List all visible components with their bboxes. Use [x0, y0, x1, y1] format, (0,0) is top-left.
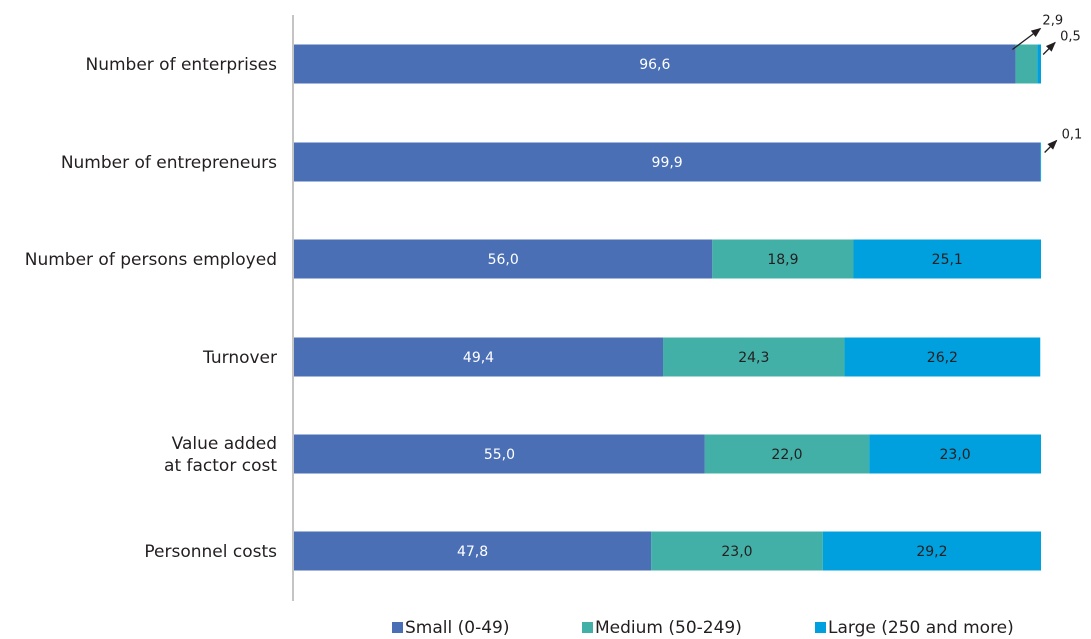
legend-swatch: [582, 622, 593, 633]
bar-value-label: 96,6: [639, 57, 670, 73]
category-label: Turnover: [202, 348, 277, 368]
bar-segment: [294, 239, 713, 279]
bar-segment: [663, 337, 845, 377]
callout-arrow: [1042, 41, 1056, 55]
bar-value-label: 29,2: [916, 544, 947, 560]
bar-value-label: 18,9: [767, 252, 798, 268]
bar-value-label: 47,8: [457, 544, 488, 560]
bar-value-label: 22,0: [771, 447, 802, 463]
category-label-line: Turnover: [202, 348, 277, 368]
callout-arrow: [1044, 139, 1058, 153]
legend-label: Small (0-49): [405, 618, 509, 638]
bar-segment: [651, 531, 823, 571]
bar-segment: [844, 337, 1041, 377]
category-label-line: Value added: [172, 434, 277, 454]
bar-value-label: 55,0: [484, 447, 515, 463]
bar-segment: [1040, 142, 1042, 182]
bar-value-label: 24,3: [738, 350, 769, 366]
bar-segment: [822, 531, 1041, 571]
bars-layer: [294, 44, 1042, 571]
bar-value-label: 23,0: [721, 544, 752, 560]
bar-segment: [294, 142, 1041, 182]
value-labels: 96,6 99,9 56,0 18,9 25,1 49,4 24,3 26,2 55,0 22,0…: [457, 57, 971, 560]
callout-arrow: [1012, 27, 1042, 51]
bar-value-label: 99,9: [652, 155, 683, 171]
category-label-line: Number of persons employed: [25, 250, 277, 270]
bar-segment: [294, 434, 705, 474]
callout-value-label: 0,1: [1062, 128, 1083, 143]
bar-value-label: 25,1: [932, 252, 963, 268]
category-label: Personnel costs: [144, 542, 277, 562]
legend-swatch: [392, 622, 403, 633]
bar-segment: [1037, 44, 1041, 84]
callout-value-label: 2,9: [1042, 14, 1063, 29]
category-labels: Number of enterprises Number of entrepren…: [25, 55, 278, 562]
small-value-callouts: 2,90,5 0,1: [1012, 14, 1082, 153]
bar-segment: [1015, 44, 1038, 84]
legend-label: Large (250 and more): [828, 618, 1014, 638]
category-label-line: Number of enterprises: [85, 55, 277, 75]
bar-segment: [704, 434, 870, 474]
bar-segment: [294, 531, 652, 571]
bar-segment: [294, 337, 664, 377]
bar-value-label: 26,2: [927, 350, 958, 366]
bar-value-label: 23,0: [940, 447, 971, 463]
legend: Small (0-49) Medium (50-249) Large (250 an…: [392, 618, 1014, 638]
legend-swatch: [815, 622, 826, 633]
category-label: Number of entrepreneurs: [61, 153, 277, 173]
category-label-line: Number of entrepreneurs: [61, 153, 277, 173]
bar-segment: [712, 239, 854, 279]
bar-value-label: 56,0: [488, 252, 519, 268]
bar-segment: [853, 239, 1041, 279]
callout-value-label: 0,5: [1060, 30, 1081, 45]
bar-value-label: 49,4: [463, 350, 494, 366]
category-label: Number of enterprises: [85, 55, 277, 75]
category-label-line: at factor cost: [164, 456, 277, 476]
category-label-line: Personnel costs: [144, 542, 277, 562]
category-label: Value added at factor cost: [164, 434, 277, 476]
bar-segment: [294, 44, 1016, 84]
category-label: Number of persons employed: [25, 250, 277, 270]
bar-segment: [869, 434, 1041, 474]
legend-label: Medium (50-249): [595, 618, 742, 638]
